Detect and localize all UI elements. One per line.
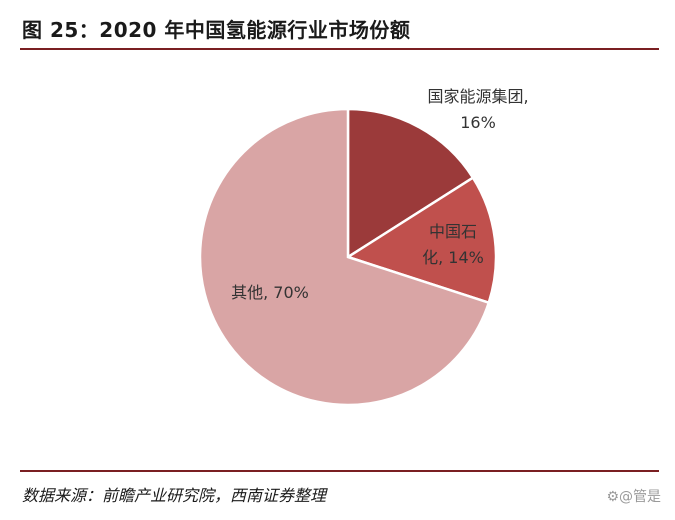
pie-slice-2 (345, 175, 498, 305)
slice-label-2: 中国石化, 14% (422, 222, 484, 267)
pie-slice-3 (198, 107, 491, 407)
pie-slice-1 (346, 107, 475, 260)
source-note: 数据来源：前瞻产业研究院，西南证券整理 (22, 486, 327, 505)
slice-label-1: 国家能源集团, 16% (427, 87, 528, 132)
watermark: ⚙@管是 (606, 489, 661, 505)
title-rule (20, 48, 659, 50)
footer-rule (20, 470, 659, 472)
slice-label-3: 其他, 70% (231, 283, 309, 302)
chart-title: 图 25：2020 年中国氢能源行业市场份额 (22, 18, 411, 42)
